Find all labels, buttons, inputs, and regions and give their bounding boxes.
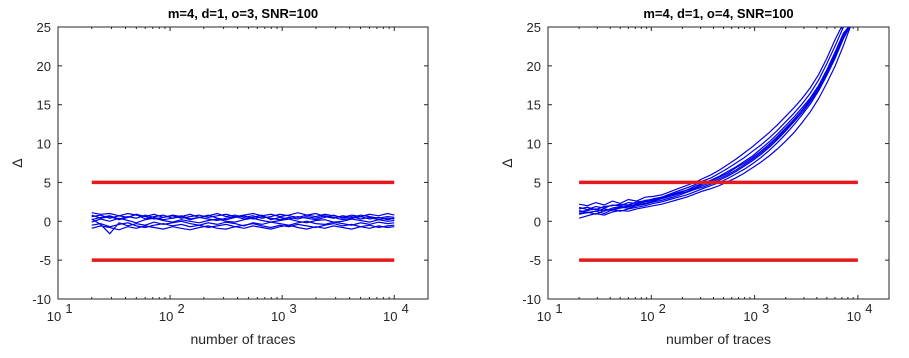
- x-tick-exponent: 4: [402, 301, 409, 316]
- x-tick-label: 10: [743, 309, 757, 324]
- series-line-8: [91, 213, 395, 222]
- series-line-4: [578, 27, 851, 219]
- y-tick-label: 15: [527, 98, 541, 113]
- x-tick-label: 10: [383, 309, 397, 324]
- series-line-8: [578, 27, 851, 215]
- x-tick-exponent: 2: [659, 301, 666, 316]
- series-line-6: [578, 27, 845, 211]
- x-tick-exponent: 3: [762, 301, 769, 316]
- series-line-7: [91, 224, 395, 231]
- y-tick-label: 10: [527, 137, 541, 152]
- plot-frame: [547, 26, 890, 300]
- series-group: [578, 27, 851, 219]
- y-tick-label: 15: [37, 98, 51, 113]
- y-tick-label: -5: [39, 253, 51, 268]
- y-tick-label: 10: [37, 137, 51, 152]
- x-tick-exponent: 1: [65, 301, 72, 316]
- series-line-7: [578, 27, 850, 214]
- chart-panel-2: -10 -5 0 5 10 15 20 25 10 1 10 2 10 3 10 4 m=4, d=1, o=4…: [499, 6, 890, 347]
- y-tick-label: -10: [522, 292, 541, 307]
- x-tick-exponent: 3: [290, 301, 297, 316]
- x-axis-label: number of traces: [666, 331, 771, 347]
- x-tick-label: 10: [159, 309, 173, 324]
- series-line-3: [91, 214, 395, 221]
- y-tick-label: 25: [527, 20, 541, 35]
- series-line-5: [91, 218, 395, 235]
- x-tick-label: 10: [271, 309, 285, 324]
- series-line-4: [91, 217, 395, 224]
- x-tick-label: 10: [47, 309, 61, 324]
- x-tick-exponent: 1: [555, 301, 562, 316]
- series-line-5: [578, 27, 851, 215]
- x-tick-exponent: 2: [177, 301, 184, 316]
- y-tick-label: 5: [44, 175, 51, 190]
- x-tick-label: 10: [640, 309, 654, 324]
- chart-title: m=4, d=1, o=4, SNR=100: [643, 6, 793, 21]
- y-tick-label: 0: [534, 214, 541, 229]
- x-tick-label: 10: [847, 309, 861, 324]
- series-line-3: [578, 27, 843, 207]
- chart-panel-1: -10 -5 0 5 10 15 20 25 10 1 10 2 10 3 10 4 m=4, d=1, o=3…: [9, 6, 429, 347]
- y-tick-label: -5: [529, 253, 541, 268]
- x-tick-exponent: 4: [865, 301, 872, 316]
- y-axis-label: Δ: [499, 158, 515, 167]
- y-tick-label: 0: [44, 214, 51, 229]
- chart-title: m=4, d=1, o=3, SNR=100: [168, 6, 318, 21]
- series-group: [91, 212, 395, 235]
- y-axis-label: Δ: [9, 158, 25, 167]
- y-tick-label: 20: [527, 59, 541, 74]
- x-axis-label: number of traces: [190, 331, 295, 347]
- y-tick-label: -10: [32, 292, 51, 307]
- y-tick-label: 5: [534, 175, 541, 190]
- y-tick-label: 25: [37, 20, 51, 35]
- x-tick-label: 10: [537, 309, 551, 324]
- plot-frame: [57, 26, 429, 300]
- y-tick-label: 20: [37, 59, 51, 74]
